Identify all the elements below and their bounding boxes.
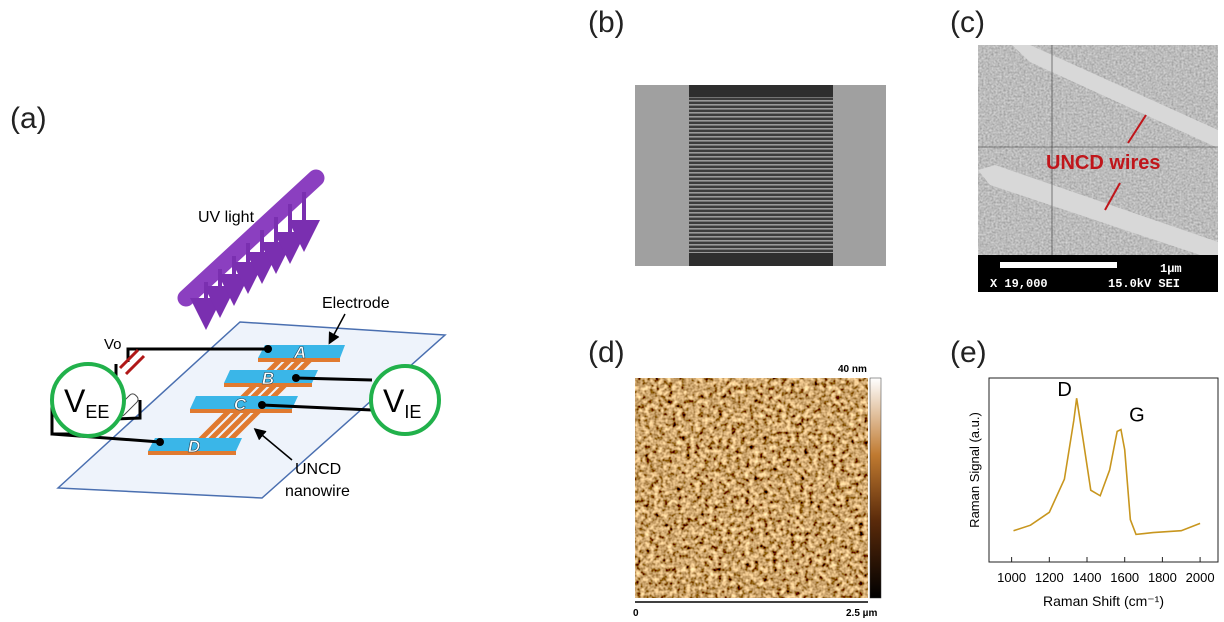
peak-label: G [1129, 405, 1145, 427]
panel-c: (c) UNCD wires 1μm X 19,000 15.0kV SEI [950, 6, 1218, 292]
electrode-label: B [262, 369, 274, 388]
figure: (a) A B C D [0, 0, 1224, 622]
wire-annotation: UNCD wires [1046, 152, 1160, 174]
nanowire-callout: UNCD [295, 461, 341, 478]
v-main: V [64, 383, 86, 419]
colorbar-max: 40 nm [838, 364, 867, 375]
v-ie-meter [371, 366, 439, 434]
scale-label: 1μm [1160, 262, 1182, 276]
sem-pad [689, 253, 833, 266]
colorbar [870, 378, 881, 598]
line-series [1014, 398, 1201, 534]
panel-label: (b) [588, 6, 625, 39]
y-axis-label: Raman Signal (a.u.) [967, 412, 982, 528]
x-tick-label: 1800 [1148, 570, 1177, 585]
x-tick-label: 2000 [1186, 570, 1215, 585]
v-ee-meter [52, 364, 124, 436]
x-axis-label: Raman Shift (cm⁻¹) [1043, 593, 1164, 609]
afm-image [635, 378, 868, 598]
uv-lamp [186, 178, 316, 298]
v-sub: EE [85, 402, 109, 422]
scale-bar [1000, 262, 1117, 268]
panel-a: (a) A B C D [10, 102, 445, 500]
x-tick-label: 1600 [1110, 570, 1139, 585]
sem-pad [689, 85, 833, 97]
voltage: 15.0kV SEI [1108, 277, 1180, 291]
x-tick-label: 1200 [1035, 570, 1064, 585]
panel-label: (d) [588, 336, 625, 369]
panel-e: (e) 1000 1200 1400 1600 1800 2000 Raman Shift … [950, 336, 1218, 609]
capacitor [120, 350, 144, 374]
peak-label: D [1057, 379, 1071, 401]
nanowire-callout: nanowire [285, 483, 350, 500]
plot-frame [989, 378, 1218, 562]
electrode-callout: Electrode [322, 295, 390, 312]
electrode-label: D [188, 437, 200, 456]
electrode-label: A [293, 343, 306, 362]
uv-label: UV light [198, 209, 255, 226]
vo-label: Vo [104, 336, 122, 353]
x-tick-label: 1400 [1073, 570, 1102, 585]
panel-label: (e) [950, 336, 987, 369]
electrode-label: C [234, 395, 247, 414]
v-sub: IE [404, 402, 421, 422]
panel-d: (d) 40 nm 0 2.5 µm [588, 336, 881, 619]
v-main: V [383, 383, 405, 419]
panel-label: (c) [950, 6, 985, 39]
x-start: 0 [633, 608, 639, 619]
x-end: 2.5 µm [846, 608, 877, 619]
panel-label: (a) [10, 102, 47, 135]
x-tick-label: 1000 [997, 570, 1026, 585]
panel-b: (b) [588, 6, 886, 266]
magnification: X 19,000 [990, 277, 1048, 291]
sem-wires [689, 85, 833, 266]
